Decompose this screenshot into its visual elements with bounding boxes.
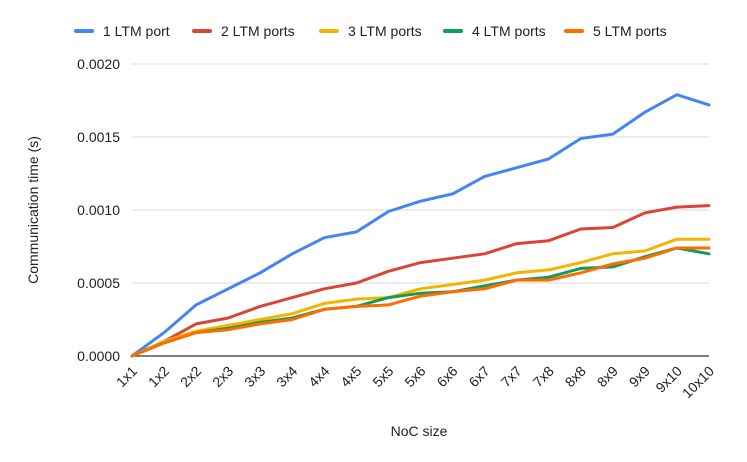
x-tick-label: 2x3 xyxy=(209,363,236,390)
x-tick-label: 1x1 xyxy=(113,363,140,390)
legend-label: 5 LTM ports xyxy=(593,23,667,39)
x-tick-label: 3x3 xyxy=(241,363,268,390)
x-tick-label: 1x2 xyxy=(145,363,172,390)
series-line xyxy=(130,246,711,358)
chart-series xyxy=(130,93,711,358)
x-tick-label: 6x7 xyxy=(465,363,492,390)
legend-item: 1 LTM port xyxy=(74,23,170,39)
series-line xyxy=(130,204,711,358)
x-tick-label: 6x6 xyxy=(433,363,460,390)
y-tick-label: 0.0000 xyxy=(77,348,120,364)
legend-item: 4 LTM ports xyxy=(443,23,546,39)
x-tick-label: 4x4 xyxy=(305,363,332,390)
x-tick-label: 2x2 xyxy=(177,363,204,390)
chart-legend: 1 LTM port 2 LTM ports 3 LTM ports 4 LTM po… xyxy=(74,23,667,39)
legend-label: 2 LTM ports xyxy=(221,23,295,39)
x-tick-label: 10x10 xyxy=(679,363,717,401)
x-tick-label: 7x7 xyxy=(498,363,525,390)
x-tick-label: 9x9 xyxy=(626,363,653,390)
x-tick-label: 8x8 xyxy=(562,363,589,390)
legend-label: 3 LTM ports xyxy=(348,23,422,39)
y-tick-label: 0.0020 xyxy=(77,56,120,72)
legend-item: 2 LTM ports xyxy=(192,23,295,39)
x-tick-label: 5x6 xyxy=(401,363,428,390)
x-axis-label: NoC size xyxy=(391,423,448,439)
x-tick-label: 4x5 xyxy=(337,363,364,390)
y-axis: 0.0000 0.0005 0.0010 0.0015 0.0020 xyxy=(77,56,120,364)
y-axis-label: Communication time (s) xyxy=(25,136,41,284)
legend-item: 3 LTM ports xyxy=(319,23,422,39)
series-line xyxy=(130,237,711,358)
chart-gridlines xyxy=(132,63,709,357)
x-tick-label: 8x9 xyxy=(594,363,621,390)
x-tick-label: 5x5 xyxy=(369,363,396,390)
legend-label: 1 LTM port xyxy=(103,23,170,39)
x-tick-label: 7x8 xyxy=(530,363,557,390)
y-tick-label: 0.0015 xyxy=(77,129,120,145)
y-tick-label: 0.0010 xyxy=(77,202,120,218)
series-line xyxy=(130,246,711,358)
x-tick-label: 3x4 xyxy=(273,363,300,390)
x-axis: 1x1 1x2 2x2 2x3 3x3 3x4 4x4 4x5 5x5 5x6 6x6 6x7 7x7 7… xyxy=(113,363,717,401)
legend-item: 5 LTM ports xyxy=(564,23,667,39)
y-tick-label: 0.0005 xyxy=(77,275,120,291)
series-line xyxy=(130,93,711,358)
legend-label: 4 LTM ports xyxy=(472,23,546,39)
